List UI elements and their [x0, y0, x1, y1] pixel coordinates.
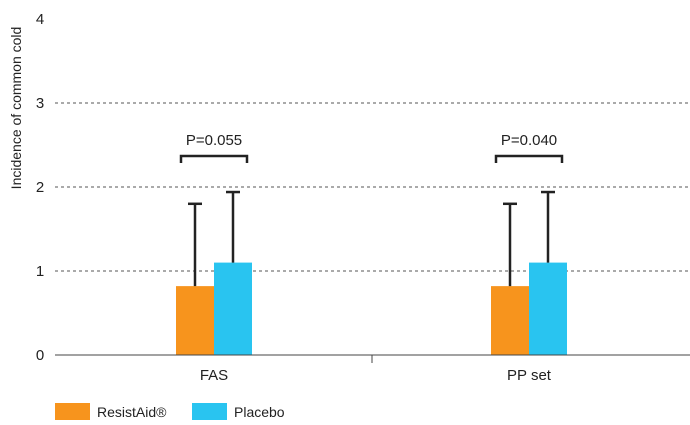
bar	[491, 286, 529, 355]
y-tick-label: 0	[36, 347, 44, 364]
y-axis-label: Incidence of common cold	[8, 27, 24, 190]
bars	[176, 262, 567, 355]
grid-lines	[55, 102, 690, 272]
p-value-label: P=0.040	[501, 132, 557, 149]
error-bars	[188, 190, 555, 287]
y-tick-label: 3	[36, 95, 44, 112]
category-labels: FAS PP set	[200, 367, 552, 384]
y-tick-label: 4	[36, 11, 44, 28]
bar	[529, 262, 567, 355]
category-label: PP set	[507, 367, 552, 384]
legend-label: ResistAid®	[97, 404, 167, 420]
bar	[176, 286, 214, 355]
legend-swatch	[192, 403, 227, 420]
significance-bracket	[179, 154, 249, 163]
y-tick-label: 2	[36, 179, 44, 196]
legend: ResistAid® Placebo	[55, 403, 285, 420]
legend-label: Placebo	[234, 404, 285, 420]
significance-brackets: P=0.055 P=0.040	[179, 132, 564, 163]
y-tick-label: 1	[36, 263, 44, 280]
bar	[214, 262, 252, 355]
p-value-label: P=0.055	[186, 132, 242, 149]
significance-bracket	[494, 154, 564, 163]
y-tick-labels: 0 1 2 3 4	[36, 11, 44, 364]
legend-swatch	[55, 403, 90, 420]
category-label: FAS	[200, 367, 228, 384]
